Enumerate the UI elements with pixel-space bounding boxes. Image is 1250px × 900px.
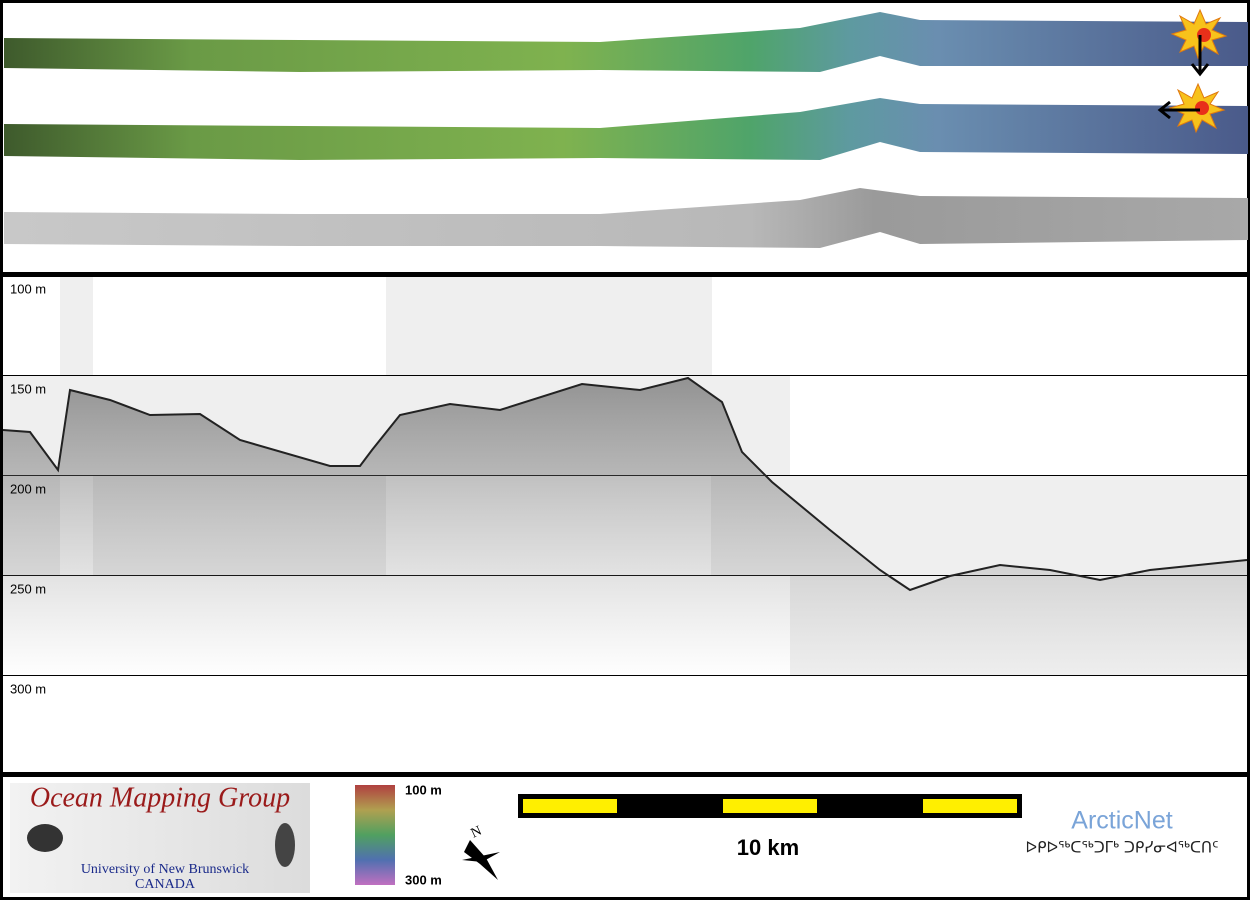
bathymetry-strip xyxy=(4,98,1248,160)
colorbar-label: 300 m xyxy=(405,872,442,887)
partner-inuktitut: ᐅᑭᐅᖅᑕᖅᑐᒥᒃ ᑐᑭᓯᓂᐊᖅᑕᑎᑦ xyxy=(1026,839,1219,857)
illumination-icon xyxy=(1157,8,1228,134)
seafloor-profile xyxy=(2,376,1248,592)
bathymetry-strip xyxy=(4,12,1248,72)
subbottom-return xyxy=(3,378,1247,680)
depth-label: 300 m xyxy=(10,681,46,696)
logo-graphic xyxy=(275,823,295,867)
scale-bar xyxy=(518,794,1022,818)
logo-university: University of New Brunswick xyxy=(81,862,249,877)
depth-label: 100 m xyxy=(10,281,46,296)
depth-label: 250 m xyxy=(10,581,46,596)
partner-name: ArcticNet xyxy=(1071,807,1172,835)
logo-title: Ocean Mapping Group xyxy=(30,782,290,813)
logo-country: CANADA xyxy=(135,877,196,892)
depth-label: 150 m xyxy=(10,381,46,396)
separator xyxy=(0,772,1250,777)
scale-label: 10 km xyxy=(737,835,799,860)
north-label: N xyxy=(469,824,485,842)
depth-label: 200 m xyxy=(10,481,46,496)
depth-labels: 100 m 150 m 200 m 250 m 300 m xyxy=(10,281,46,696)
colorbar-label: 100 m xyxy=(405,782,442,797)
separator xyxy=(0,272,1250,277)
colorbar xyxy=(355,785,395,885)
logo-graphic xyxy=(27,824,63,852)
north-arrow: N xyxy=(462,824,500,880)
backscatter-strip xyxy=(4,188,1248,248)
